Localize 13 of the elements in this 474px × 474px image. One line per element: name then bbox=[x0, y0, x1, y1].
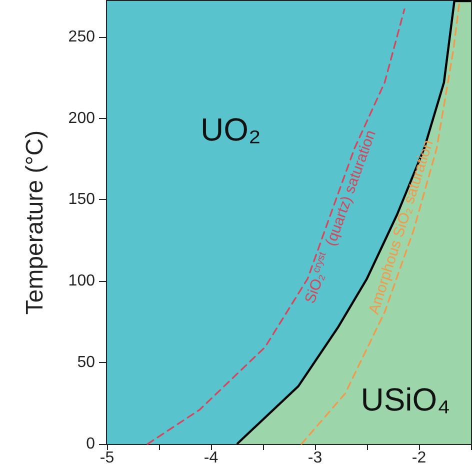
x-tick-label: -4 bbox=[204, 450, 218, 466]
y-tick-label: 50 bbox=[77, 354, 96, 372]
annotation: USiO₄ bbox=[360, 382, 450, 418]
x-tick-label: -5 bbox=[100, 450, 114, 466]
y-tick-label: 150 bbox=[68, 191, 96, 208]
annotation: UO₂ bbox=[200, 111, 261, 148]
y-tick-label: 100 bbox=[68, 272, 96, 290]
y-tick-label: 0 bbox=[86, 436, 96, 452]
y-tick-label: 250 bbox=[68, 28, 96, 46]
x-tick-label: -3 bbox=[308, 450, 322, 466]
x-tick-label: -2 bbox=[412, 450, 426, 466]
y-tick-label: 200 bbox=[68, 110, 96, 127]
y-axis-title: Temperature (°C) bbox=[22, 130, 48, 315]
